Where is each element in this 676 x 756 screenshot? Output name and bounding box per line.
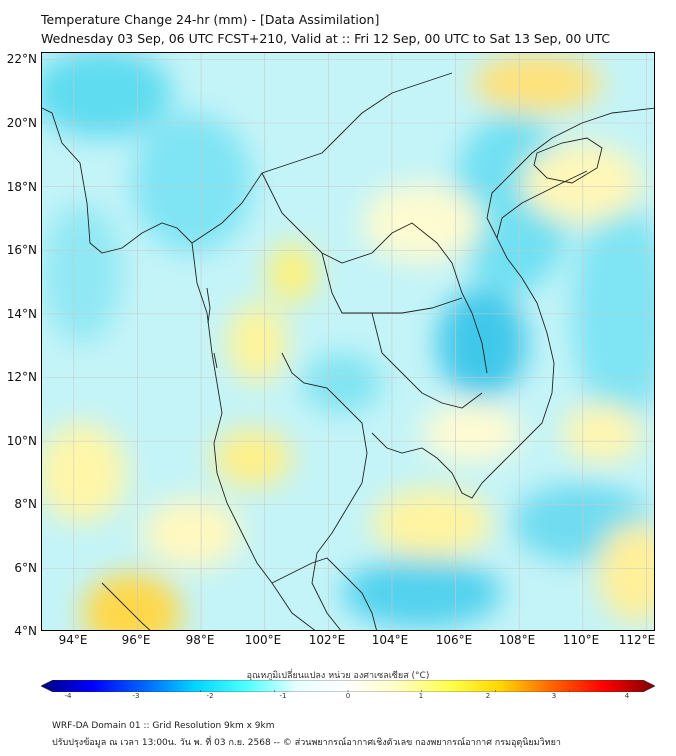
thailand-gulf-coast [281, 352, 368, 630]
lat-label: 18°N [6, 180, 37, 194]
colorbar-tick-label: 2 [485, 692, 491, 700]
colorbar [41, 680, 655, 692]
coastlines [42, 72, 654, 630]
warm-anomaly [372, 488, 492, 558]
lon-label: 94°E [58, 633, 88, 647]
temperature-change-map [41, 52, 655, 631]
lat-label: 12°N [6, 370, 37, 384]
lon-label: 112°E [618, 633, 656, 647]
warm-anomaly [267, 243, 317, 303]
lat-label: 20°N [6, 116, 37, 130]
lat-label: 22°N [6, 52, 37, 66]
gulf-of-tonkin-coast [486, 107, 654, 239]
map-title: Temperature Change 24-hr (mm) - [Data As… [41, 12, 380, 27]
lat-label: 10°N [6, 434, 37, 448]
lon-label: 108°E [498, 633, 536, 647]
cool-anomaly [572, 203, 654, 423]
mainland-borders [191, 72, 488, 409]
warm-anomaly [597, 523, 654, 623]
warm-anomaly [362, 183, 482, 263]
lon-label: 106°E [435, 633, 473, 647]
colorbar-tick-label: 0 [345, 692, 351, 700]
colorbar-tick-label: -3 [132, 692, 140, 700]
temperature-anomaly-field [42, 53, 654, 630]
colorbar-ticks [52, 690, 644, 692]
map-subtitle: Wednesday 03 Sep, 06 UTC FCST+210, Valid… [41, 31, 611, 46]
cool-anomaly [42, 203, 122, 343]
cool-anomaly [342, 558, 502, 628]
lon-label: 110°E [562, 633, 600, 647]
cool-anomaly [42, 53, 172, 138]
lat-label: 4°N [14, 624, 37, 638]
model-info: WRF-DA Domain 01 :: Grid Resolution 9km … [52, 721, 275, 731]
colorbar-tick-label: -2 [206, 692, 214, 700]
andaman-islands [206, 287, 218, 369]
lat-label: 8°N [14, 497, 37, 511]
warm-anomaly [472, 53, 602, 113]
lat-label: 6°N [14, 561, 37, 575]
warm-anomaly [212, 428, 292, 488]
warm-anomaly [422, 403, 522, 463]
lon-label: 98°E [185, 633, 215, 647]
lon-label: 100°E [244, 633, 282, 647]
warm-anomaly [562, 403, 642, 463]
lat-label: 16°N [6, 243, 37, 257]
myanmar-coast [42, 107, 316, 630]
warm-anomaly [142, 498, 242, 568]
sumatra-coast [101, 582, 151, 630]
colorbar-fill [41, 680, 655, 692]
colorbar-tick-label: 4 [624, 692, 630, 700]
lon-label: 104°E [371, 633, 409, 647]
cool-anomaly [132, 113, 252, 253]
cool-anomaly [302, 353, 382, 413]
cambodia-vietnam-coast [371, 170, 588, 499]
warm-anomaly [42, 423, 127, 523]
hainan-island [533, 137, 603, 184]
warm-anomaly [522, 143, 642, 223]
warm-anomaly [227, 303, 287, 383]
warm-anomaly [82, 573, 182, 630]
lon-label: 96°E [121, 633, 151, 647]
colorbar-title: อุณหภูมิเปลี่ยนแปลง หน่วย องศาเซลเซียส (… [246, 671, 430, 681]
colorbar-tick-label: -4 [64, 692, 72, 700]
lon-label: 102°E [308, 633, 346, 647]
graticule [42, 53, 654, 630]
lat-label: 14°N [6, 307, 37, 321]
malay-peninsula [271, 557, 377, 630]
colorbar-tick-label: -1 [279, 692, 287, 700]
colorbar-tick-label: 3 [551, 692, 557, 700]
colorbar-tick-label: 1 [418, 692, 424, 700]
update-credit: ปรับปรุงข้อมูล ณ เวลา 13:00น. วัน พ. ที่… [52, 738, 561, 748]
